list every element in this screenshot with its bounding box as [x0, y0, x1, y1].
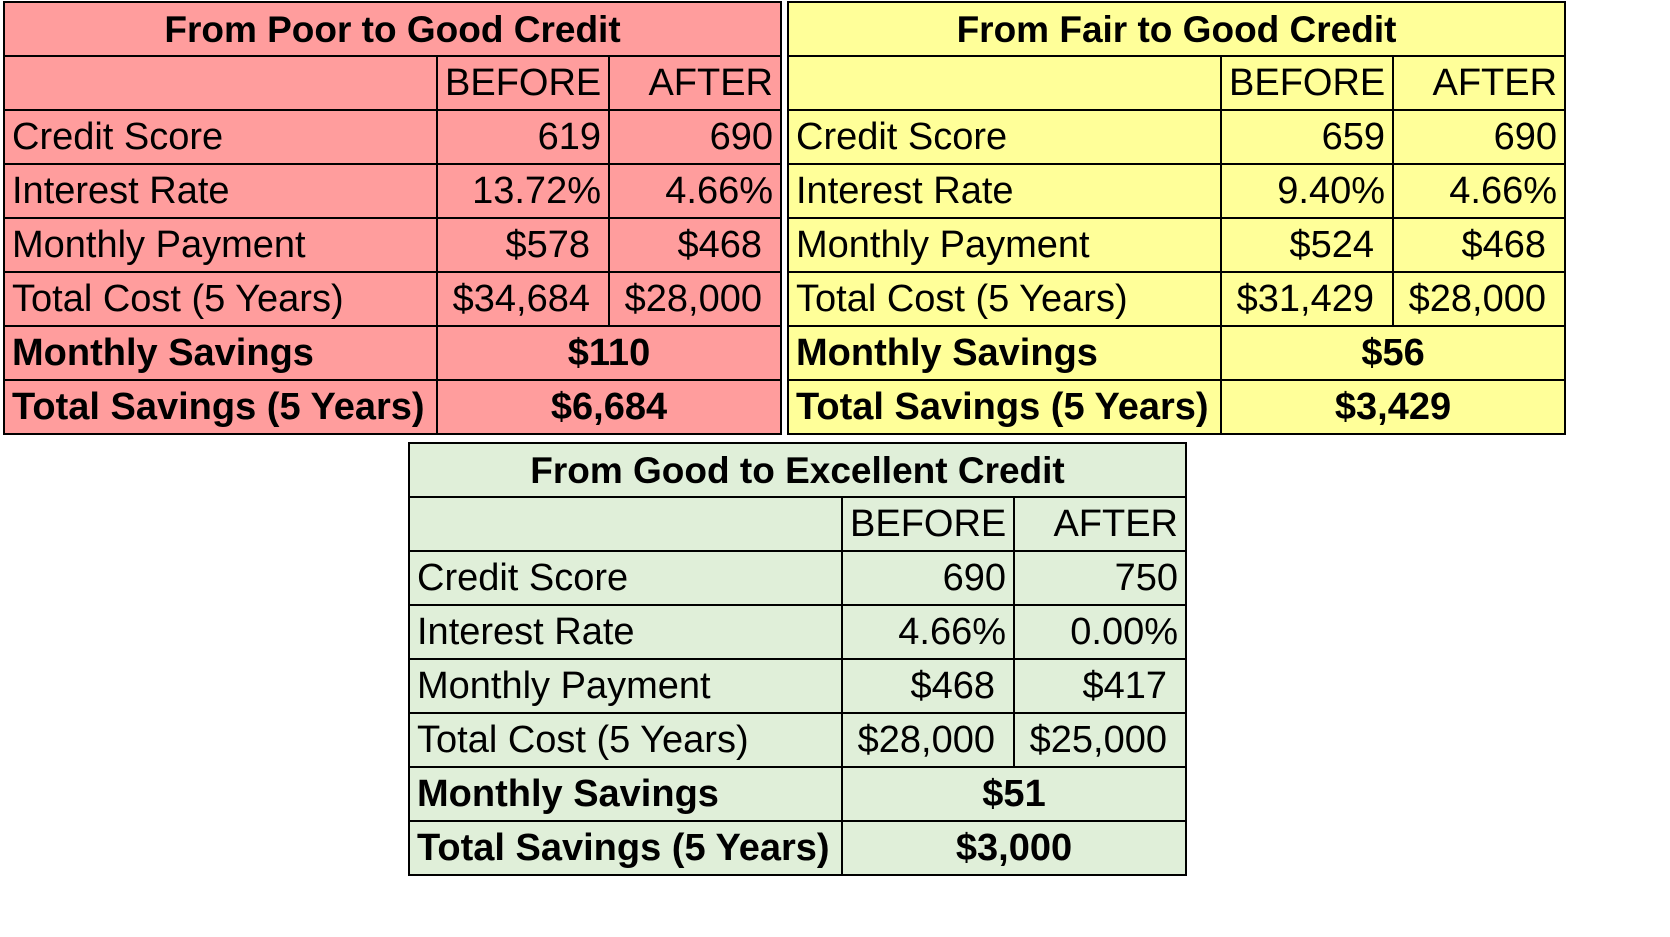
- row-label: Total Cost (5 Years): [3, 271, 438, 327]
- total-cost-row: Total Cost (5 Years) $28,000 $25,000: [408, 712, 1187, 768]
- before-value: $468: [841, 658, 1015, 714]
- monthly-savings-label: Monthly Savings: [408, 766, 843, 822]
- after-value: 4.66%: [608, 163, 782, 219]
- after-value: $417: [1013, 658, 1187, 714]
- before-value: $28,000: [841, 712, 1015, 768]
- after-header: AFTER: [608, 55, 782, 111]
- row-label: Credit Score: [408, 550, 843, 606]
- good-to-excellent-table: From Good to Excellent Credit BEFORE AFT…: [408, 442, 1187, 876]
- table-header-row: BEFORE AFTER: [3, 55, 782, 111]
- interest-rate-row: Interest Rate 4.66% 0.00%: [408, 604, 1187, 660]
- monthly-savings-value: $56: [1219, 325, 1567, 381]
- after-value: 690: [1391, 109, 1567, 165]
- monthly-savings-value: $51: [841, 766, 1187, 822]
- poor-to-good-table: From Poor to Good Credit BEFORE AFTER Cr…: [3, 1, 782, 435]
- credit-score-row: Credit Score 619 690: [3, 109, 782, 165]
- monthly-savings-value: $110: [436, 325, 782, 381]
- row-label: Monthly Payment: [787, 217, 1222, 273]
- row-label: Total Cost (5 Years): [408, 712, 843, 768]
- credit-score-row: Credit Score 690 750: [408, 550, 1187, 606]
- row-label: Credit Score: [787, 109, 1222, 165]
- total-savings-row: Total Savings (5 Years) $6,684: [3, 379, 782, 435]
- before-value: 13.72%: [436, 163, 610, 219]
- after-value: $28,000: [608, 271, 782, 327]
- fair-to-good-table: From Fair to Good Credit BEFORE AFTER Cr…: [786, 1, 1567, 435]
- monthly-savings-row: Monthly Savings $51: [408, 766, 1187, 822]
- total-cost-row: Total Cost (5 Years) $34,684 $28,000: [3, 271, 782, 327]
- total-savings-label: Total Savings (5 Years): [787, 379, 1222, 435]
- monthly-savings-label: Monthly Savings: [787, 325, 1222, 381]
- after-value: 750: [1013, 550, 1187, 606]
- table-title-row: From Poor to Good Credit: [3, 1, 782, 57]
- total-savings-label: Total Savings (5 Years): [408, 820, 843, 876]
- row-label: Total Cost (5 Years): [787, 271, 1222, 327]
- table-title: From Good to Excellent Credit: [408, 442, 1187, 498]
- table-title-row: From Good to Excellent Credit: [408, 442, 1187, 498]
- monthly-savings-row: Monthly Savings $110: [3, 325, 782, 381]
- before-value: 4.66%: [841, 604, 1015, 660]
- total-savings-value: $6,684: [436, 379, 782, 435]
- header-blank-cell: [787, 55, 1222, 111]
- total-cost-row: Total Cost (5 Years) $31,429 $28,000: [787, 271, 1567, 327]
- after-header: AFTER: [1391, 55, 1567, 111]
- after-header: AFTER: [1013, 496, 1187, 552]
- before-header: BEFORE: [436, 55, 610, 111]
- before-value: 619: [436, 109, 610, 165]
- before-value: 9.40%: [1220, 163, 1394, 219]
- before-header: BEFORE: [841, 496, 1015, 552]
- after-value: $25,000: [1013, 712, 1187, 768]
- monthly-payment-row: Monthly Payment $524 $468: [787, 217, 1567, 273]
- header-blank-cell: [3, 55, 438, 111]
- total-savings-value: $3,000: [841, 820, 1187, 876]
- before-value: $34,684: [436, 271, 610, 327]
- monthly-payment-row: Monthly Payment $578 $468: [3, 217, 782, 273]
- monthly-savings-row: Monthly Savings $56: [787, 325, 1567, 381]
- monthly-payment-row: Monthly Payment $468 $417: [408, 658, 1187, 714]
- total-savings-value: $3,429: [1219, 379, 1567, 435]
- total-savings-row: Total Savings (5 Years) $3,429: [787, 379, 1567, 435]
- total-savings-row: Total Savings (5 Years) $3,000: [408, 820, 1187, 876]
- after-value: $28,000: [1391, 271, 1567, 327]
- interest-rate-row: Interest Rate 9.40% 4.66%: [787, 163, 1567, 219]
- table-title: From Poor to Good Credit: [3, 1, 782, 57]
- row-label: Interest Rate: [3, 163, 438, 219]
- table-header-row: BEFORE AFTER: [408, 496, 1187, 552]
- before-value: 659: [1220, 109, 1394, 165]
- credit-score-row: Credit Score 659 690: [787, 109, 1567, 165]
- header-blank-cell: [408, 496, 843, 552]
- after-value: $468: [608, 217, 782, 273]
- table-title-row: From Fair to Good Credit: [786, 1, 1567, 57]
- table-title: From Fair to Good Credit: [786, 1, 1567, 57]
- table-header-row: BEFORE AFTER: [787, 55, 1567, 111]
- row-label: Interest Rate: [408, 604, 843, 660]
- row-label: Monthly Payment: [408, 658, 843, 714]
- after-value: 0.00%: [1013, 604, 1187, 660]
- monthly-savings-label: Monthly Savings: [3, 325, 438, 381]
- interest-rate-row: Interest Rate 13.72% 4.66%: [3, 163, 782, 219]
- before-header: BEFORE: [1220, 55, 1394, 111]
- before-value: $578: [436, 217, 610, 273]
- after-value: 4.66%: [1391, 163, 1567, 219]
- before-value: $524: [1220, 217, 1394, 273]
- before-value: $31,429: [1220, 271, 1394, 327]
- row-label: Interest Rate: [787, 163, 1222, 219]
- after-value: $468: [1391, 217, 1567, 273]
- row-label: Credit Score: [3, 109, 438, 165]
- before-value: 690: [841, 550, 1015, 606]
- total-savings-label: Total Savings (5 Years): [3, 379, 438, 435]
- after-value: 690: [608, 109, 782, 165]
- row-label: Monthly Payment: [3, 217, 438, 273]
